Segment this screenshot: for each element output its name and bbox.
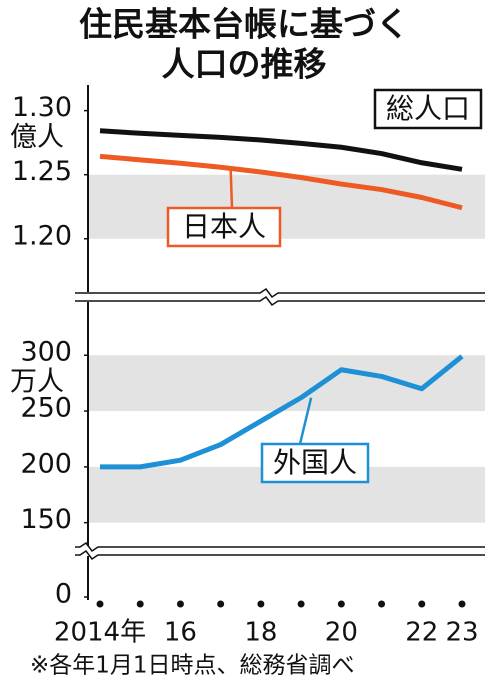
chart-title: 住民基本台帳に基づく — [79, 5, 409, 44]
series-label: 総人口 — [386, 92, 470, 125]
x-tick-dot — [257, 600, 265, 608]
y-tick-label: 200 — [20, 448, 72, 479]
series-label-box — [373, 88, 483, 130]
line — [99, 128, 463, 172]
axis-break — [0, 541, 489, 561]
y-tick-label: 0 — [55, 579, 72, 610]
x-tick-dot — [337, 600, 345, 608]
y-unit-label: 万人 — [10, 367, 64, 398]
x-tick-dot — [458, 600, 466, 608]
line — [99, 153, 463, 211]
chart-title: 人口の推移 — [162, 45, 327, 84]
grid-band — [88, 355, 485, 412]
x-tick-dot — [418, 600, 426, 608]
y-tick-label: 250 — [20, 393, 72, 424]
x-tick-label: 2014年 — [54, 618, 146, 648]
grid-band — [88, 174, 485, 239]
x-tick-dot — [378, 600, 386, 608]
x-tick-dot — [217, 600, 225, 608]
callout-line — [229, 169, 234, 209]
y-tick-label: 1.30 — [12, 92, 72, 123]
y-tick-label: 1.20 — [12, 220, 72, 251]
x-tick-label: 18 — [244, 618, 277, 648]
x-tick-dot — [176, 600, 184, 608]
note: ※各年1月1日時点、総務省調べ — [30, 653, 355, 679]
background-layer — [88, 174, 485, 523]
series-label: 日本人 — [182, 210, 266, 243]
x-tick-dot — [136, 600, 144, 608]
y-tick-label: 300 — [20, 337, 72, 368]
x-tick-dot — [96, 600, 104, 608]
callout-line — [298, 397, 313, 445]
x-tick-dot — [297, 600, 305, 608]
series-label: 外国人 — [273, 446, 357, 479]
x-tick-label: 16 — [164, 618, 197, 648]
series-label-box — [260, 442, 370, 484]
y-tick-label: 1.25 — [12, 156, 72, 187]
axis-break — [0, 287, 489, 307]
x-tick-label: 22 — [405, 618, 438, 648]
y-tick-label: 150 — [20, 504, 72, 535]
x-tick-label: 20 — [325, 618, 358, 648]
x-tick-label: 23 — [445, 618, 478, 648]
y-unit-label: 億人 — [10, 122, 64, 153]
series-label-box — [166, 206, 282, 248]
line — [100, 354, 464, 470]
